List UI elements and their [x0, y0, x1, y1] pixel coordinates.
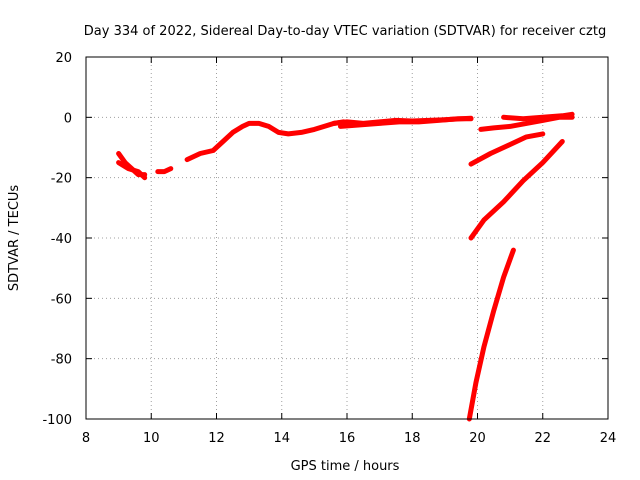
y-tick-label: -20 [51, 172, 72, 187]
x-tick-label: 18 [404, 431, 421, 446]
data-series [116, 111, 575, 422]
series-track-3 [155, 166, 174, 175]
y-tick-label: -60 [51, 292, 72, 307]
series-track-4 [184, 119, 347, 163]
grid-lines [86, 57, 608, 419]
x-tick-label: 8 [82, 431, 90, 446]
chart-title: Day 334 of 2022, Sidereal Day-to-day VTE… [84, 24, 606, 39]
x-tick-label: 12 [208, 431, 225, 446]
series-track-2 [116, 160, 148, 181]
series-track-6 [338, 116, 474, 129]
y-axis-label: SDTVAR / TECUs [7, 185, 22, 292]
x-axis-label: GPS time / hours [291, 459, 400, 474]
y-tick-label: -80 [51, 353, 72, 368]
axis-ticks [85, 56, 609, 420]
y-tick-labels: 20 0 -20 -40 -60 -80 -100 [42, 51, 72, 428]
x-tick-label: 16 [339, 431, 356, 446]
x-tick-labels: 8 10 12 14 16 18 20 22 24 [82, 431, 616, 446]
x-tick-label: 10 [143, 431, 160, 446]
x-tick-label: 24 [600, 431, 617, 446]
y-tick-label: 0 [64, 111, 72, 126]
x-tick-label: 20 [469, 431, 486, 446]
y-tick-label: -40 [51, 232, 72, 247]
series-track-8 [501, 111, 575, 122]
x-tick-label: 14 [273, 431, 290, 446]
series-track-9 [468, 131, 546, 167]
series-track-11 [466, 247, 516, 422]
x-tick-label: 22 [534, 431, 551, 446]
y-tick-label: 20 [55, 51, 72, 66]
y-tick-label: -100 [42, 413, 72, 428]
series-track-10 [468, 139, 565, 241]
